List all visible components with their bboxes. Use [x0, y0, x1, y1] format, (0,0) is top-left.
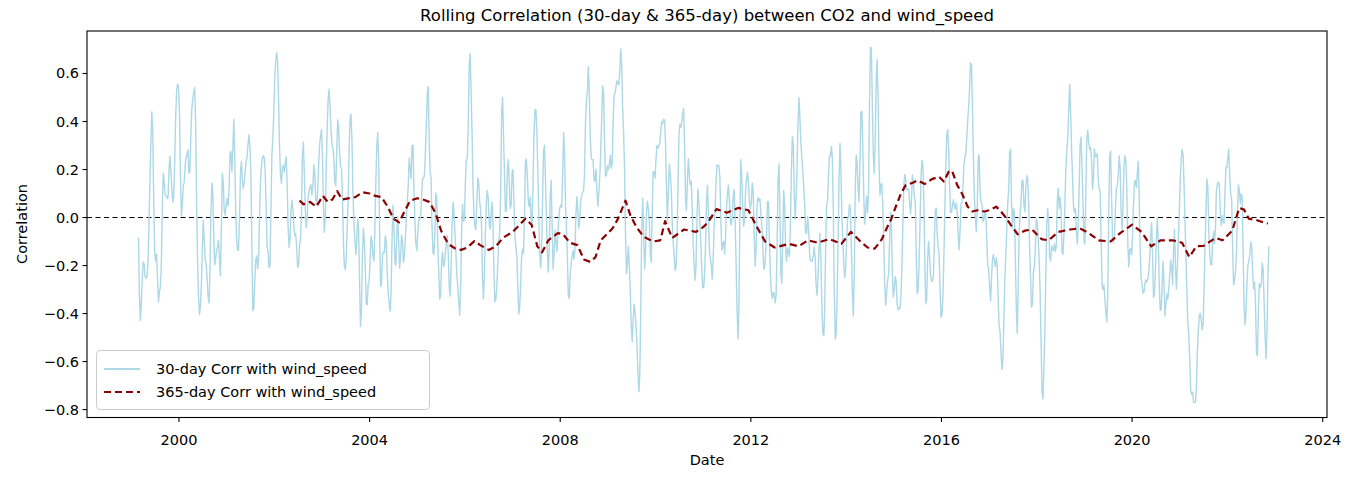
x-tick-label: 2000 — [161, 432, 198, 448]
y-tick-label: 0.2 — [56, 162, 79, 178]
legend-line-sample — [102, 361, 142, 377]
legend-item-label: 365-day Corr with wind_speed — [156, 384, 376, 400]
y-axis-label: Correlation — [14, 184, 30, 264]
y-axis-ticks: −0.8 −0.6 −0.4 −0.2 0.0 0.2 0.4 0.6 — [44, 65, 87, 417]
x-axis-ticks: 2000 2004 2008 2012 2016 2020 2024 — [161, 418, 1342, 449]
y-tick-label: −0.8 — [44, 402, 79, 418]
legend-line-sample — [102, 384, 142, 400]
x-tick-label: 2020 — [1114, 432, 1151, 448]
y-tick-label: −0.4 — [44, 306, 79, 322]
figure: Rolling Correlation (30-day & 365-day) b… — [0, 0, 1355, 480]
y-tick-label: −0.2 — [44, 258, 79, 274]
legend-item-label: 30-day Corr with wind_speed — [156, 361, 367, 377]
y-tick-label: 0.0 — [56, 210, 79, 226]
x-tick-label: 2016 — [923, 432, 960, 448]
x-axis-label: Date — [87, 452, 1327, 468]
x-tick-label: 2004 — [351, 432, 388, 448]
y-tick-label: −0.6 — [44, 354, 79, 370]
x-tick-label: 2008 — [542, 432, 579, 448]
y-tick-label: 0.4 — [56, 114, 79, 130]
legend: 30-day Corr with wind_speed 365-day Corr … — [96, 350, 430, 410]
y-tick-label: 0.6 — [56, 65, 79, 81]
x-tick-label: 2012 — [732, 432, 769, 448]
legend-item: 30-day Corr with wind_speed — [102, 357, 421, 380]
x-tick-label: 2024 — [1304, 432, 1341, 448]
legend-item: 365-day Corr with wind_speed — [102, 380, 421, 403]
